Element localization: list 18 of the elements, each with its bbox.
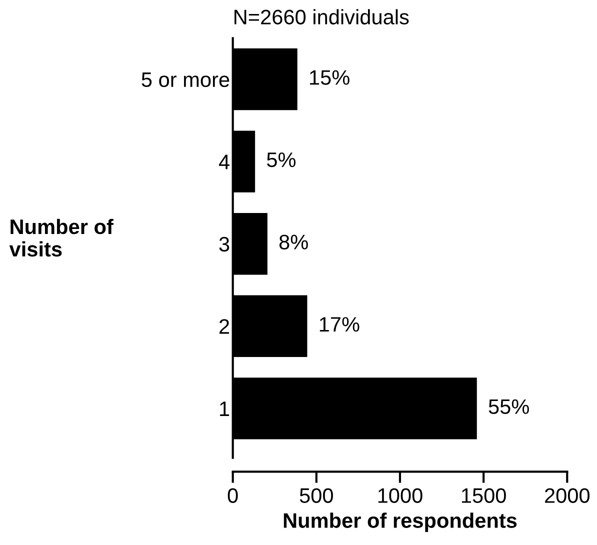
y-axis-title: Number of visits: [9, 218, 114, 257]
y-tick-label: 5 or more: [142, 72, 230, 88]
y-tick-label: 4: [218, 154, 230, 170]
y-tick-label: 3: [219, 236, 230, 252]
x-tick-label: 2000: [545, 488, 590, 503]
chart-title: N=2660 individuals: [234, 9, 409, 24]
annotation: 8%: [279, 234, 308, 250]
annotation: 17%: [320, 317, 360, 332]
x-tick-label: 0: [228, 488, 238, 503]
x-tick-label: 500: [300, 488, 333, 503]
annotation: 5%: [267, 152, 296, 168]
y-tick-label: 1: [220, 402, 230, 416]
annotation: 55%: [488, 399, 529, 414]
annotation: 15%: [310, 70, 350, 85]
x-tick-label: 1500: [462, 488, 506, 503]
x-axis-title: Number of respondents: [284, 512, 517, 532]
y-tick-label: 2: [220, 319, 230, 334]
x-tick-label: 1000: [378, 488, 422, 503]
